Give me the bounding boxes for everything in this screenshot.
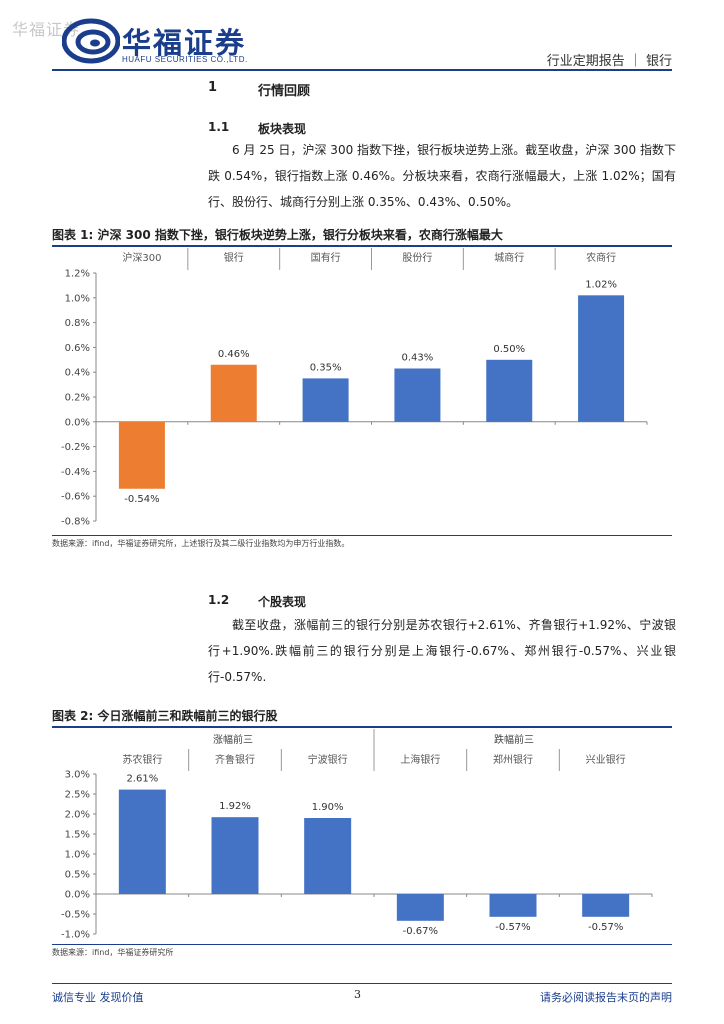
page-number: 3: [354, 988, 361, 1001]
y-tick-label: 1.0%: [65, 293, 90, 304]
category-label: 国有行: [311, 251, 341, 264]
group-label-down: 跌幅前三: [494, 733, 534, 746]
data-label: 2.61%: [126, 774, 158, 785]
footer-divider: [52, 983, 672, 984]
bar: [582, 894, 630, 917]
subsection-number: 1.2: [208, 593, 230, 607]
y-tick-label: 0.0%: [65, 890, 90, 901]
category-label: 苏农银行: [122, 753, 162, 766]
y-tick-label: 0.5%: [65, 870, 90, 881]
group-label-up: 涨幅前三: [213, 733, 253, 746]
bar: [210, 364, 257, 422]
data-label: 0.35%: [310, 362, 342, 373]
source-divider: [52, 944, 672, 945]
subsection-title: 个股表现: [258, 595, 307, 609]
y-tick-label: -0.8%: [61, 517, 90, 528]
data-label: -0.57%: [495, 922, 530, 933]
chart-top-movers: 涨幅前三 跌幅前三 3.0% 2.5% 2.0% 1.5% 1.0% 0.5% 0.0% -0…: [61, 729, 653, 941]
data-label: -0.67%: [403, 926, 438, 937]
bar: [302, 378, 349, 422]
huafu-logo-icon: [62, 18, 120, 64]
bar: [118, 421, 165, 489]
paragraph: 6 月 25 日，沪深 300 指数下挫，银行板块逆势上涨。截至收盘，沪深 30…: [208, 143, 676, 209]
y-tick-label: 3.0%: [65, 770, 90, 781]
category-label: 沪深300: [122, 251, 161, 264]
bar: [304, 818, 352, 894]
logo-name: 华福证券: [122, 26, 247, 60]
data-label: -0.57%: [588, 922, 623, 933]
footer-slogan: 诚信专业 发现价值: [52, 991, 144, 1004]
data-label: 1.90%: [312, 802, 344, 813]
figure-title: 图表 2: 今日涨幅前三和跌幅前三的银行股: [52, 707, 672, 728]
y-tick-label: -0.2%: [61, 442, 90, 453]
y-tick-label: 1.0%: [65, 850, 90, 861]
watermark: 华福证券: [12, 20, 81, 39]
y-tick-label: -0.6%: [61, 492, 90, 503]
bar: [578, 295, 625, 422]
figure-title: 图表 1: 沪深 300 指数下挫，银行板块逆势上涨，银行分板块来看，农商行涨幅…: [52, 226, 672, 247]
data-label: 0.46%: [218, 349, 250, 360]
figure-source: 数据来源：ifind，华福证券研究所: [52, 948, 174, 957]
bar: [118, 789, 166, 894]
data-label: 1.92%: [219, 801, 251, 812]
category-label: 上海银行: [400, 753, 440, 766]
bar: [394, 368, 441, 422]
category-label: 宁波银行: [308, 753, 348, 766]
y-tick-label: -0.5%: [61, 910, 90, 921]
y-tick-label: 0.2%: [65, 393, 90, 404]
bar: [396, 894, 444, 921]
footer-disclaimer: 请务必阅读报告末页的声明: [540, 991, 672, 1004]
bar: [489, 894, 537, 917]
y-tick-label: -0.4%: [61, 467, 90, 478]
category-label: 郑州银行: [493, 753, 533, 766]
figure-source: 数据来源：ifind，华福证券研究所，上述银行及其二级行业指数均为申万行业指数。: [52, 539, 350, 548]
y-tick-label: 1.2%: [65, 269, 90, 280]
category-label: 齐鲁银行: [215, 753, 255, 766]
chart-sector-performance: 1.2% 1.0% 0.8% 0.6% 0.4% 0.2% 0.0% -0.2% -0.4% -0…: [61, 248, 648, 528]
y-tick-label: 0.6%: [65, 343, 90, 354]
paragraph: 截至收盘，涨幅前三的银行分别是苏农银行+2.61%、齐鲁银行+1.92%、宁波银…: [208, 618, 676, 684]
y-tick-label: -1.0%: [61, 930, 90, 941]
report-type: 行业定期报告 ｜ 银行: [546, 54, 672, 69]
category-label: 股份行: [402, 251, 432, 264]
source-divider: [52, 535, 672, 536]
subsection-number: 1.1: [208, 120, 230, 134]
y-tick-label: 2.5%: [65, 790, 90, 801]
y-tick-label: 0.4%: [65, 368, 90, 379]
header-divider: [52, 69, 672, 71]
section-title: 行情回顾: [258, 84, 311, 99]
category-label: 兴业银行: [586, 753, 626, 766]
data-label: -0.54%: [124, 494, 159, 505]
data-label: 0.43%: [402, 352, 434, 363]
y-tick-label: 1.5%: [65, 830, 90, 841]
category-label: 农商行: [586, 251, 616, 264]
bar: [486, 359, 533, 422]
subsection-title: 板块表现: [258, 122, 307, 136]
data-label: 1.02%: [585, 279, 617, 290]
y-tick-label: 0.8%: [65, 318, 90, 329]
data-label: 0.50%: [493, 344, 525, 355]
y-tick-label: 2.0%: [65, 810, 90, 821]
category-label: 城商行: [494, 251, 524, 264]
logo-name-en: HUAFU SECURITIES CO.,LTD.: [122, 55, 248, 64]
section-number: 1: [208, 80, 218, 95]
category-label: 银行: [224, 251, 244, 264]
bar: [211, 817, 259, 894]
y-tick-label: 0.0%: [65, 417, 90, 428]
